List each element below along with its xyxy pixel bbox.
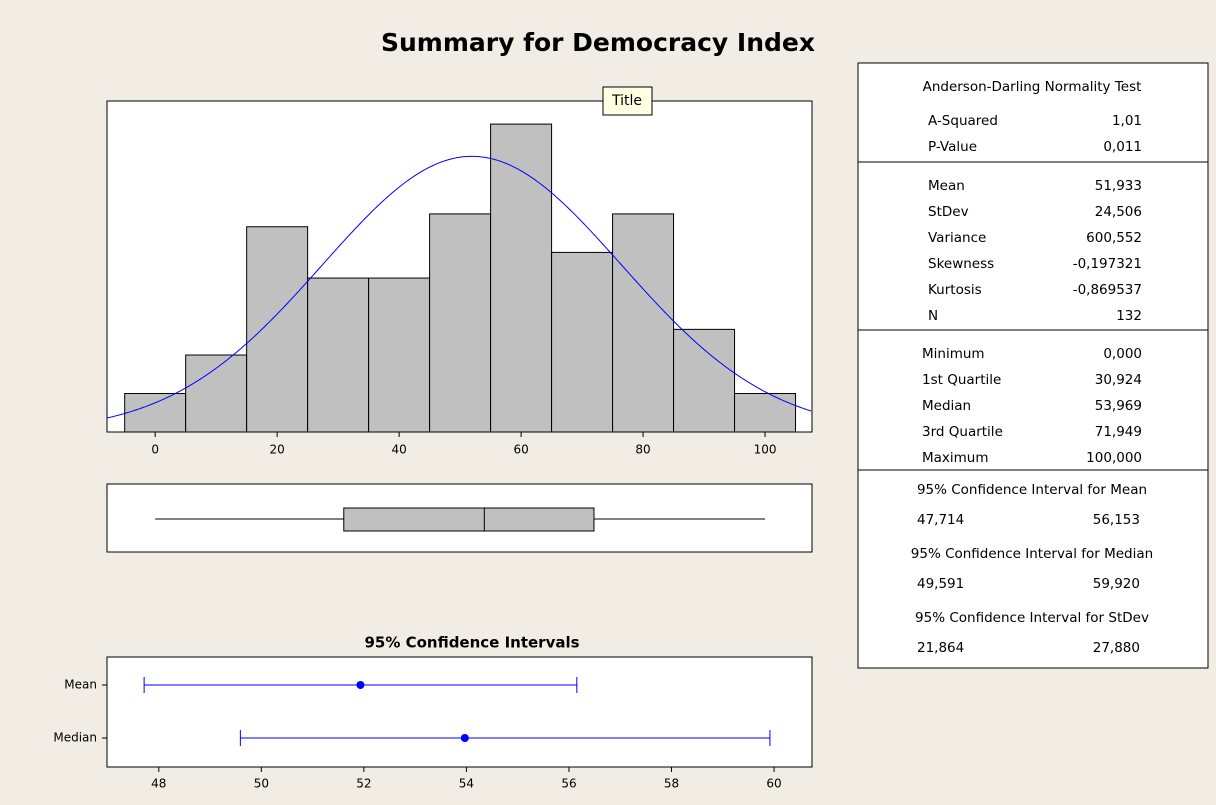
y-tick-label: Mean (64, 678, 97, 692)
stat-value: 24,506 (1095, 204, 1142, 220)
bar (368, 277, 431, 433)
x-tick-label: 40 (391, 443, 406, 457)
stat-value: 0,011 (1103, 139, 1142, 155)
x-tick-label: 80 (635, 443, 650, 457)
interval-lower: 47,714 (917, 512, 964, 528)
section-header: Anderson-Darling Normality Test (923, 79, 1142, 95)
interval-frame (106, 656, 813, 768)
stat-value: 30,924 (1095, 372, 1142, 388)
stat-name: Skewness (928, 256, 994, 272)
stat-name: Variance (928, 230, 986, 246)
stat-value: -0,869537 (1073, 282, 1142, 298)
stat-value: -0,197321 (1073, 256, 1142, 272)
x-tick-label: 58 (664, 777, 679, 791)
bar (246, 226, 309, 433)
x-tick-label: 60 (766, 777, 781, 791)
x-tick-label: 20 (270, 443, 285, 457)
bar (673, 328, 736, 433)
interval-header: 95% Confidence Interval for Median (911, 546, 1153, 562)
stats: Anderson-Darling Normality Test A-Squared… (858, 79, 1208, 656)
bar (551, 251, 614, 433)
stat-value: 132 (1116, 308, 1142, 324)
x-tick-label: 50 (254, 777, 269, 791)
stat-name: Median (922, 398, 971, 414)
interval-upper: 27,880 (1093, 640, 1140, 656)
interval-chart: 95% Confidence Intervals Mean Median 48 50 52… (53, 634, 781, 791)
bar (307, 277, 370, 433)
interval-title: 95% Confidence Intervals (364, 634, 579, 652)
stat-name: Kurtosis (928, 282, 982, 298)
stat-name: Mean (928, 178, 965, 194)
estimate-point (460, 734, 469, 742)
y-tick-label: Median (53, 731, 97, 745)
bar (429, 213, 492, 433)
x-tick-label: 52 (356, 777, 371, 791)
x-tick-label: 54 (459, 777, 474, 791)
stat-value: 600,552 (1086, 230, 1142, 246)
tooltip-box (602, 86, 653, 116)
stat-name: Maximum (922, 450, 989, 466)
bar (185, 354, 248, 433)
interval-upper: 56,153 (1093, 512, 1140, 528)
stat-name: 3rd Quartile (922, 424, 1003, 440)
stat-name: P-Value (928, 139, 977, 155)
tooltip: Title (611, 93, 642, 109)
histogram: 0 20 40 60 80 100 (106, 123, 812, 532)
stat-name: 1st Quartile (922, 372, 1001, 388)
stat-name: StDev (928, 204, 969, 220)
box (343, 507, 595, 532)
interval-header: 95% Confidence Interval for Mean (917, 482, 1147, 498)
stats-table (857, 62, 1209, 669)
bar (734, 393, 797, 433)
interval-upper: 59,920 (1093, 576, 1140, 592)
stat-value: 71,949 (1095, 424, 1142, 440)
normal-curve (106, 155, 812, 419)
x-tick-label: 0 (151, 443, 159, 457)
stat-name: Minimum (922, 346, 985, 362)
interval-lower: 21,864 (917, 640, 964, 656)
stat-name: N (928, 308, 938, 324)
stat-value: 1,01 (1112, 113, 1142, 129)
stat-value: 0,000 (1103, 346, 1142, 362)
x-tick-label: 100 (754, 443, 777, 457)
x-tick-label: 56 (561, 777, 576, 791)
stat-name: A-Squared (928, 113, 998, 129)
estimate-point (356, 681, 365, 689)
bar (612, 213, 675, 433)
bar (490, 123, 553, 433)
interval-lower: 49,591 (917, 576, 964, 592)
chart-title: Summary for Democracy Index (381, 28, 815, 57)
stat-value: 51,933 (1095, 178, 1142, 194)
stat-value: 100,000 (1086, 450, 1142, 466)
interval-header: 95% Confidence Interval for StDev (915, 610, 1149, 626)
x-tick-label: 60 (513, 443, 528, 457)
bar (124, 393, 187, 433)
stat-value: 53,969 (1095, 398, 1142, 414)
x-tick-label: 48 (151, 777, 166, 791)
